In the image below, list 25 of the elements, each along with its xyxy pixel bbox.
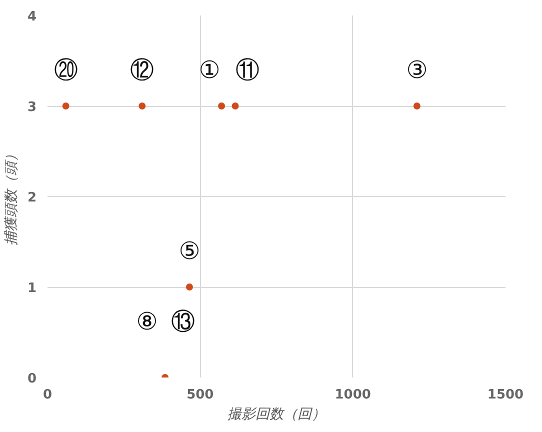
annotation: ⑬ [171,308,196,336]
annotation: ③ [406,56,428,84]
y-tick-label: 0 [27,372,36,386]
annotation: ⑳ [54,56,78,84]
annotation: ⑫ [130,56,154,84]
x-axis-title: 撮影回数（回） [228,406,326,422]
point [138,102,146,110]
point [218,102,226,110]
annotation: ⑪ [235,56,260,84]
annotation: ① [198,56,220,84]
y-tick-label: 1 [27,281,36,296]
y-tick-label: 2 [27,190,36,206]
y-tick-label: 3 [27,100,36,115]
point [413,102,420,110]
x-tick-label: 1000 [334,388,371,402]
y-axis-title: 捕獲頭数（頭） [3,148,20,246]
annotation: ⑤ [178,237,200,265]
x-tick-label: 1500 [487,388,524,402]
point [232,102,239,110]
point [186,284,193,290]
x-tick-label: 500 [186,388,214,402]
annotation: ⑧ [136,308,158,336]
x-tick-label: 0 [42,388,52,402]
point [62,102,70,110]
y-tick-label: 4 [27,10,36,24]
